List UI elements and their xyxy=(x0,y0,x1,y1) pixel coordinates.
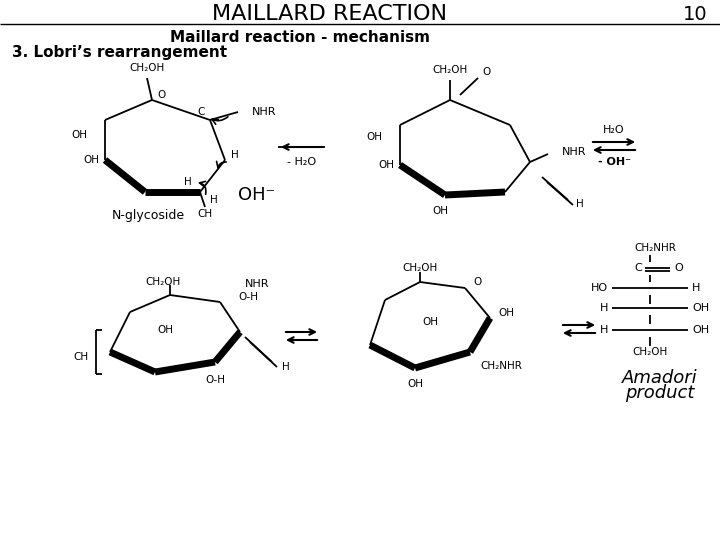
Text: CH: CH xyxy=(197,209,212,219)
Text: NHR: NHR xyxy=(245,279,269,289)
Text: OH: OH xyxy=(157,325,173,335)
Text: Amadori: Amadori xyxy=(622,369,698,387)
Text: CH₂OH: CH₂OH xyxy=(402,263,438,273)
Text: O-H: O-H xyxy=(238,292,258,302)
Text: 10: 10 xyxy=(683,4,707,24)
Text: MAILLARD REACTION: MAILLARD REACTION xyxy=(212,4,448,24)
Text: OH: OH xyxy=(378,160,394,170)
Text: OH: OH xyxy=(71,130,87,140)
Text: H: H xyxy=(231,150,239,160)
Text: HO: HO xyxy=(591,283,608,293)
Text: O-H: O-H xyxy=(205,375,225,385)
Text: N-glycoside: N-glycoside xyxy=(112,208,184,221)
Text: product: product xyxy=(625,384,695,402)
Text: H: H xyxy=(600,303,608,313)
Text: CH₂NHR: CH₂NHR xyxy=(634,243,676,253)
Text: C: C xyxy=(197,107,205,117)
Text: O: O xyxy=(482,67,490,77)
Text: NHR: NHR xyxy=(252,107,276,117)
Text: H: H xyxy=(282,362,289,372)
Text: CH₂NHR: CH₂NHR xyxy=(480,361,522,371)
Text: H: H xyxy=(210,195,217,205)
Text: OH: OH xyxy=(83,155,99,165)
Text: Maillard reaction - mechanism: Maillard reaction - mechanism xyxy=(170,30,430,44)
Text: O: O xyxy=(473,277,481,287)
Text: CH₂OH: CH₂OH xyxy=(145,277,181,287)
Text: OH: OH xyxy=(407,379,423,389)
Text: CH: CH xyxy=(73,352,88,362)
Text: - H₂O: - H₂O xyxy=(287,157,317,167)
Text: NHR: NHR xyxy=(562,147,587,157)
Text: OH: OH xyxy=(422,317,438,327)
Text: OH: OH xyxy=(498,308,514,318)
Text: O: O xyxy=(157,90,166,100)
Text: O: O xyxy=(674,263,683,273)
Text: - OH⁻: - OH⁻ xyxy=(598,157,631,167)
Text: OH: OH xyxy=(366,132,382,142)
Text: H: H xyxy=(576,199,584,209)
Text: OH: OH xyxy=(692,325,709,335)
Text: H: H xyxy=(184,177,192,187)
Text: C: C xyxy=(634,263,642,273)
Text: H₂O: H₂O xyxy=(603,125,625,135)
Text: CH₂OH: CH₂OH xyxy=(130,63,165,73)
Text: H: H xyxy=(600,325,608,335)
Text: CH₂OH: CH₂OH xyxy=(433,65,467,75)
Text: OH⁻: OH⁻ xyxy=(238,186,275,204)
Text: OH: OH xyxy=(432,206,448,216)
Text: CH₂OH: CH₂OH xyxy=(632,347,667,357)
Text: 3. Lobri’s rearrangement: 3. Lobri’s rearrangement xyxy=(12,44,227,59)
Text: H: H xyxy=(692,283,701,293)
Text: OH: OH xyxy=(692,303,709,313)
